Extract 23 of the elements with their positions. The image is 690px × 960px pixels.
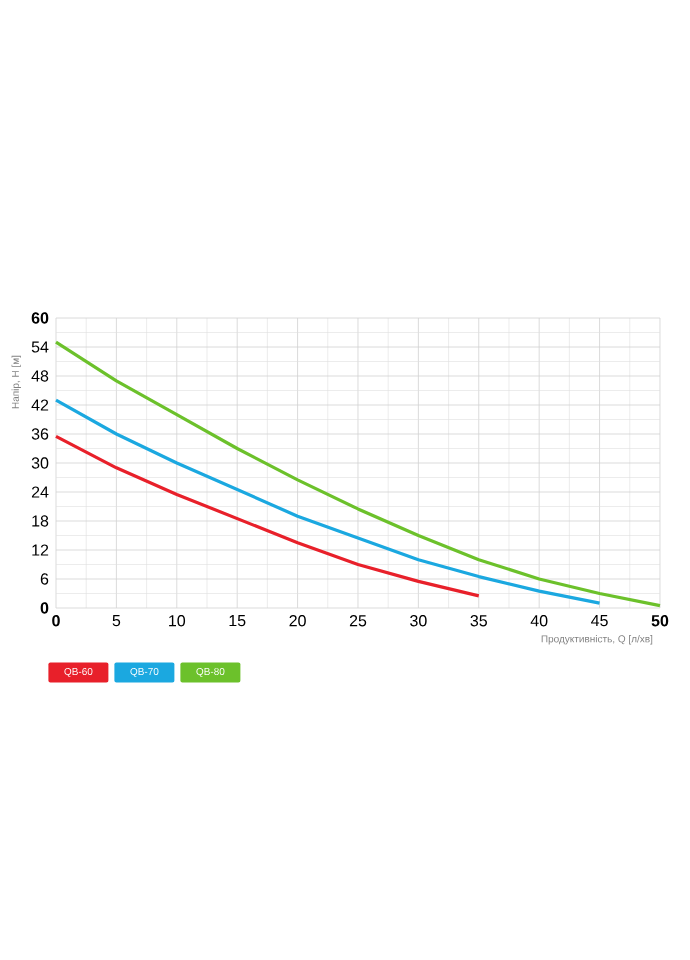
line-series [54, 340, 662, 608]
y-tick-label: 42 [31, 399, 49, 411]
y-tick-label: 18 [32, 515, 49, 527]
y-tick-label: 30 [31, 457, 49, 469]
x-tick-label: 15 [229, 615, 246, 627]
x-tick-label: 30 [410, 615, 427, 627]
x-tick-label: 40 [530, 615, 548, 627]
y-tick-label: 54 [31, 341, 49, 353]
y-tick-label: 36 [31, 428, 49, 440]
x-tick-label: 20 [289, 615, 306, 627]
y-tick-label: 24 [31, 486, 49, 498]
x-tick-label: 10 [169, 615, 186, 627]
y-tick-label: 12 [32, 544, 49, 556]
x-tick-label: 35 [470, 615, 487, 627]
x-tick-label: 25 [349, 615, 367, 627]
y-tick-label: 48 [31, 370, 49, 382]
x-tick-label: 5 [112, 615, 121, 627]
x-tick-label: 45 [591, 615, 608, 627]
y-tick-label: 60 [31, 312, 49, 324]
y-tick-label: 0 [40, 602, 49, 614]
y-tick-label: 6 [40, 573, 49, 585]
x-tick-label: 50 [651, 615, 669, 627]
x-tick-label: 0 [52, 615, 60, 627]
